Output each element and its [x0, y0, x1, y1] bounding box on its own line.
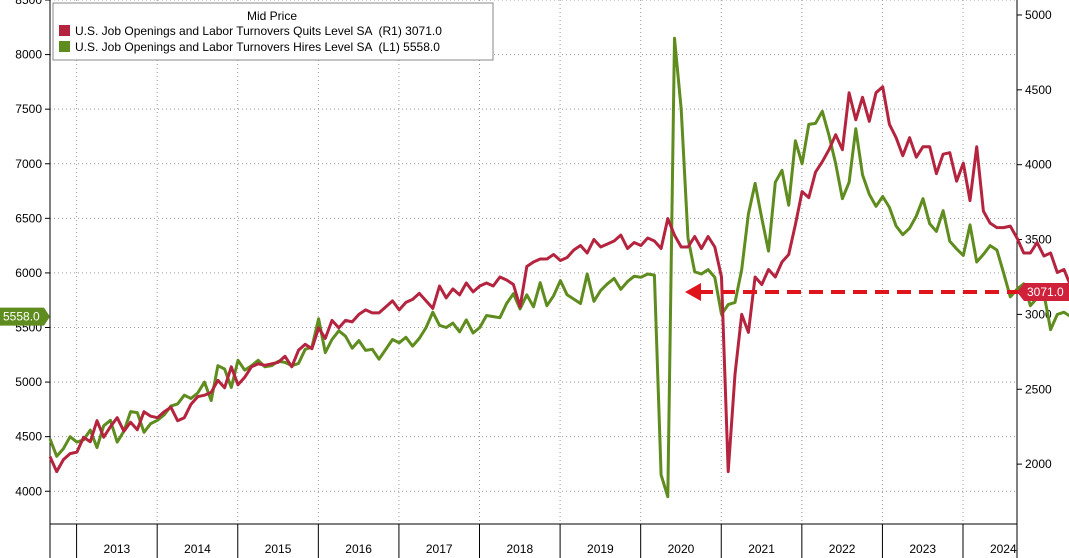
- series-line-quits: [48, 85, 1069, 474]
- grid-lines: [50, 0, 1017, 524]
- legend: Mid Price U.S. Job Openings and Labor Tu…: [52, 2, 494, 61]
- year-label: 2019: [587, 542, 614, 556]
- right-tick-label: 4000: [1025, 158, 1052, 172]
- year-label: 2022: [829, 542, 856, 556]
- last-value-labels: 5558.0 3071.0: [0, 282, 1069, 326]
- legend-title: Mid Price: [247, 9, 297, 23]
- left-tick-label: 4000: [15, 484, 42, 498]
- arrow-head: [684, 282, 701, 301]
- year-label: 2017: [426, 542, 453, 556]
- right-axis-ticks: 2000 2500 3000 3500 4000 4500 5000: [1017, 8, 1052, 471]
- last-value-hires: 5558.0: [3, 310, 40, 324]
- legend-entry-hires: U.S. Job Openings and Labor Turnovers Hi…: [75, 40, 440, 54]
- series-lines: [48, 36, 1069, 499]
- legend-swatch-hires: [59, 41, 70, 52]
- right-tick-label: 2000: [1025, 457, 1052, 471]
- year-label: 2013: [104, 542, 131, 556]
- right-tick-label: 3500: [1025, 233, 1052, 247]
- left-tick-label: 8500: [15, 0, 42, 7]
- year-label: 2016: [345, 542, 372, 556]
- series-line-hires: [48, 36, 1069, 499]
- year-label: 2020: [668, 542, 695, 556]
- left-tick-label: 7500: [15, 102, 42, 116]
- legend-box: [52, 2, 494, 61]
- left-tick-label: 4500: [15, 430, 42, 444]
- right-tick-label: 3000: [1025, 307, 1052, 321]
- last-value-quits: 3071.0: [1027, 285, 1064, 299]
- legend-entry-quits: U.S. Job Openings and Labor Turnovers Qu…: [75, 24, 442, 38]
- axes: [49, 0, 1018, 558]
- left-tick-label: 8000: [15, 48, 42, 62]
- left-tick-label: 6000: [15, 266, 42, 280]
- right-tick-label: 5000: [1025, 8, 1052, 22]
- last-value-badge-quits: [1017, 282, 1069, 301]
- legend-swatch-quits: [59, 25, 70, 36]
- year-label: 2018: [506, 542, 533, 556]
- left-tick-label: 5000: [15, 375, 42, 389]
- year-label: 2014: [184, 542, 211, 556]
- year-label: 2023: [909, 542, 936, 556]
- right-tick-label: 4500: [1025, 83, 1052, 97]
- left-tick-label: 7000: [15, 157, 42, 171]
- year-label: 2024: [990, 542, 1017, 556]
- right-tick-label: 2500: [1025, 382, 1052, 396]
- year-label: 2021: [748, 542, 775, 556]
- last-value-badge-hires: [0, 307, 50, 326]
- year-label: 2015: [265, 542, 292, 556]
- left-tick-label: 6500: [15, 211, 42, 225]
- trend-arrow: [684, 282, 1069, 301]
- x-axis-year-ticks: 2013 2014 2015 2016 2017 2018 2019 2020 2021 2022…: [76, 524, 1017, 558]
